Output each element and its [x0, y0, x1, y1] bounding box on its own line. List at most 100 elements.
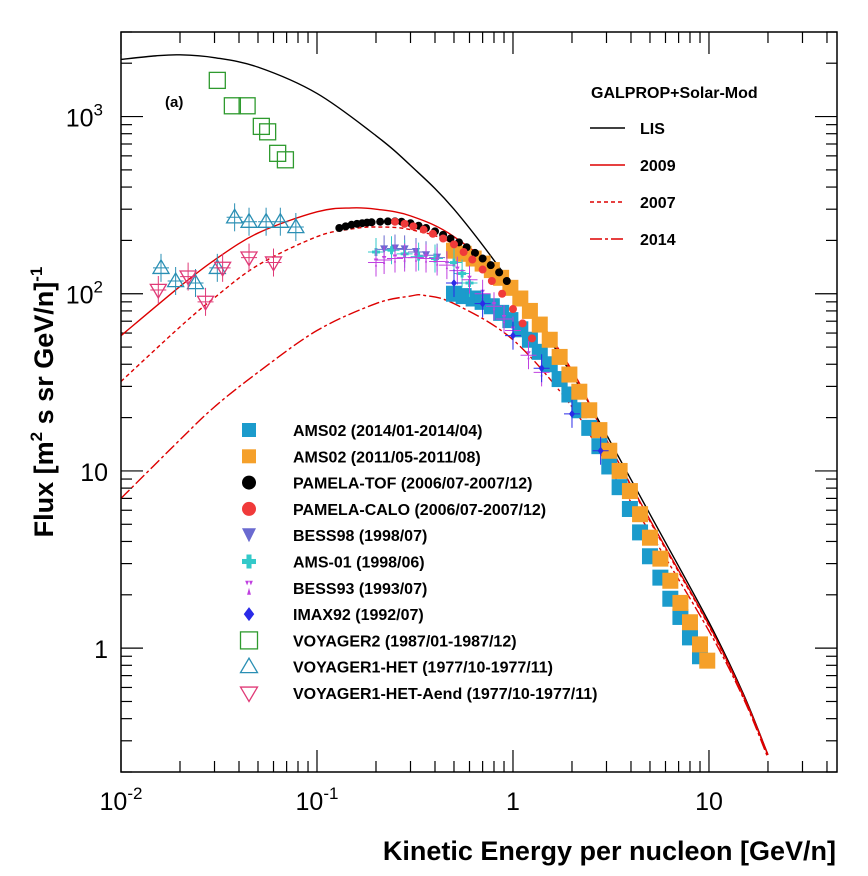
data-point: [467, 275, 472, 284]
data-point: [271, 212, 290, 228]
data-point: [538, 364, 545, 373]
y-axis-label: Flux [m2 s sr GeV/n]-1: [27, 267, 59, 538]
x-tick-label-base: 1: [506, 788, 520, 816]
data-point: [419, 225, 428, 234]
data-point: [521, 302, 538, 319]
legend-marker: [242, 449, 256, 464]
legend-label: AMS02 (2014/01-2014/04): [293, 423, 482, 440]
data-point: [641, 529, 658, 546]
legend-label: IMAX92 (1992/07): [293, 607, 424, 624]
data-point: [531, 316, 548, 333]
x-tick-label-base: 10: [100, 788, 128, 816]
data-point: [239, 251, 259, 267]
data-point: [502, 277, 511, 286]
data-point: [434, 257, 440, 266]
data-point: [256, 212, 276, 228]
series-8: [208, 71, 295, 169]
data-point: [213, 261, 232, 278]
y-axis-label-part-2: s sr GeV/n]: [29, 282, 59, 432]
data-point: [178, 270, 198, 286]
data-points: [149, 71, 716, 669]
legend-label: BESS93 (1993/07): [293, 581, 427, 598]
data-point: [252, 117, 270, 136]
y-axis-label-part-1: Flux [m: [29, 441, 59, 537]
legend-label: VOYAGER1-HET (1977/10-1977/11): [293, 660, 553, 677]
legend-label: AMS-01 (1998/06): [293, 555, 425, 572]
legend-label: PAMELA-TOF (2006/07-2007/12): [293, 476, 533, 493]
y-tick-label-exp: 3: [94, 101, 103, 120]
y-tick-label-base: 1: [94, 636, 108, 664]
y-tick-label-base: 10: [66, 282, 94, 310]
x-tick-label-exp: -1: [323, 784, 338, 803]
data-point: [468, 255, 477, 264]
data-point: [392, 254, 398, 263]
legend-label: AMS02 (2011/05-2011/08): [293, 449, 481, 466]
legend-marker: [243, 607, 255, 622]
y-tick-label: 103: [66, 101, 103, 133]
data-point: [264, 256, 283, 272]
y-tick-label: 1: [94, 636, 108, 664]
data-point: [526, 351, 531, 360]
legend-label: BESS98 (1998/07): [293, 528, 427, 545]
data-point: [449, 240, 458, 249]
legend-marker: [239, 656, 259, 674]
panel-label: (a): [165, 94, 183, 111]
x-tick-label: 10: [695, 788, 723, 816]
data-point: [672, 594, 689, 611]
data-point: [621, 483, 638, 500]
legend-marker: [242, 475, 256, 490]
model-legend-label: 2014: [640, 232, 676, 249]
data-point: [597, 446, 604, 455]
data-point: [478, 254, 487, 263]
model-curve-2014: [120, 293, 769, 759]
data-point: [450, 278, 457, 287]
data-point: [208, 71, 226, 90]
y-tick-label: 102: [66, 278, 103, 310]
y-tick-label-base: 10: [80, 459, 108, 487]
x-tick-labels: 10-2 10-1 1 10: [100, 784, 723, 816]
legend-label: VOYAGER1-HET-Aend (1977/10-1977/11): [293, 686, 597, 703]
data-point: [518, 319, 527, 328]
x-axis-label: Kinetic Energy per nucleon [GeV/n]: [383, 836, 836, 866]
data-point: [459, 248, 468, 257]
data-point: [501, 315, 507, 324]
y-tick-label-exp: 2: [94, 278, 103, 297]
data-point: [196, 295, 215, 312]
data-point: [561, 366, 578, 383]
data-point: [527, 334, 536, 343]
data-point: [611, 462, 628, 479]
model-legend: GALPROP+Solar-Mod LIS 2009 2007 2014: [590, 85, 758, 249]
data-point: [487, 277, 496, 286]
data-point: [376, 217, 385, 226]
data-point: [444, 261, 450, 270]
y-tick-label-base: 10: [66, 105, 94, 133]
data-point: [225, 208, 244, 224]
data-point: [208, 258, 227, 275]
data-point: [652, 550, 669, 567]
data-point: [541, 331, 558, 348]
data-point: [335, 223, 344, 232]
model-legend-title: GALPROP+Solar-Mod: [591, 85, 758, 102]
data-point: [591, 422, 608, 439]
x-tick-label-base: 10: [695, 788, 723, 816]
data-point: [491, 302, 497, 311]
data-point: [400, 219, 409, 228]
data-point: [486, 261, 495, 270]
data-point: [495, 268, 504, 277]
legend-marker: [239, 631, 259, 650]
data-point: [186, 273, 205, 290]
data-point: [238, 97, 256, 115]
plot-frame: [120, 31, 838, 773]
x-tick-label-exp: -2: [127, 784, 142, 803]
data-point: [276, 151, 295, 169]
data-point: [581, 402, 598, 419]
data-point: [699, 652, 716, 669]
data-point: [387, 246, 396, 255]
data-point: [458, 269, 467, 278]
legend-label: PAMELA-CALO (2006/07-2007/12): [293, 502, 546, 519]
data-point: [568, 409, 575, 418]
legend-marker: [242, 501, 256, 516]
data-point: [239, 212, 259, 228]
data-point: [383, 217, 392, 226]
